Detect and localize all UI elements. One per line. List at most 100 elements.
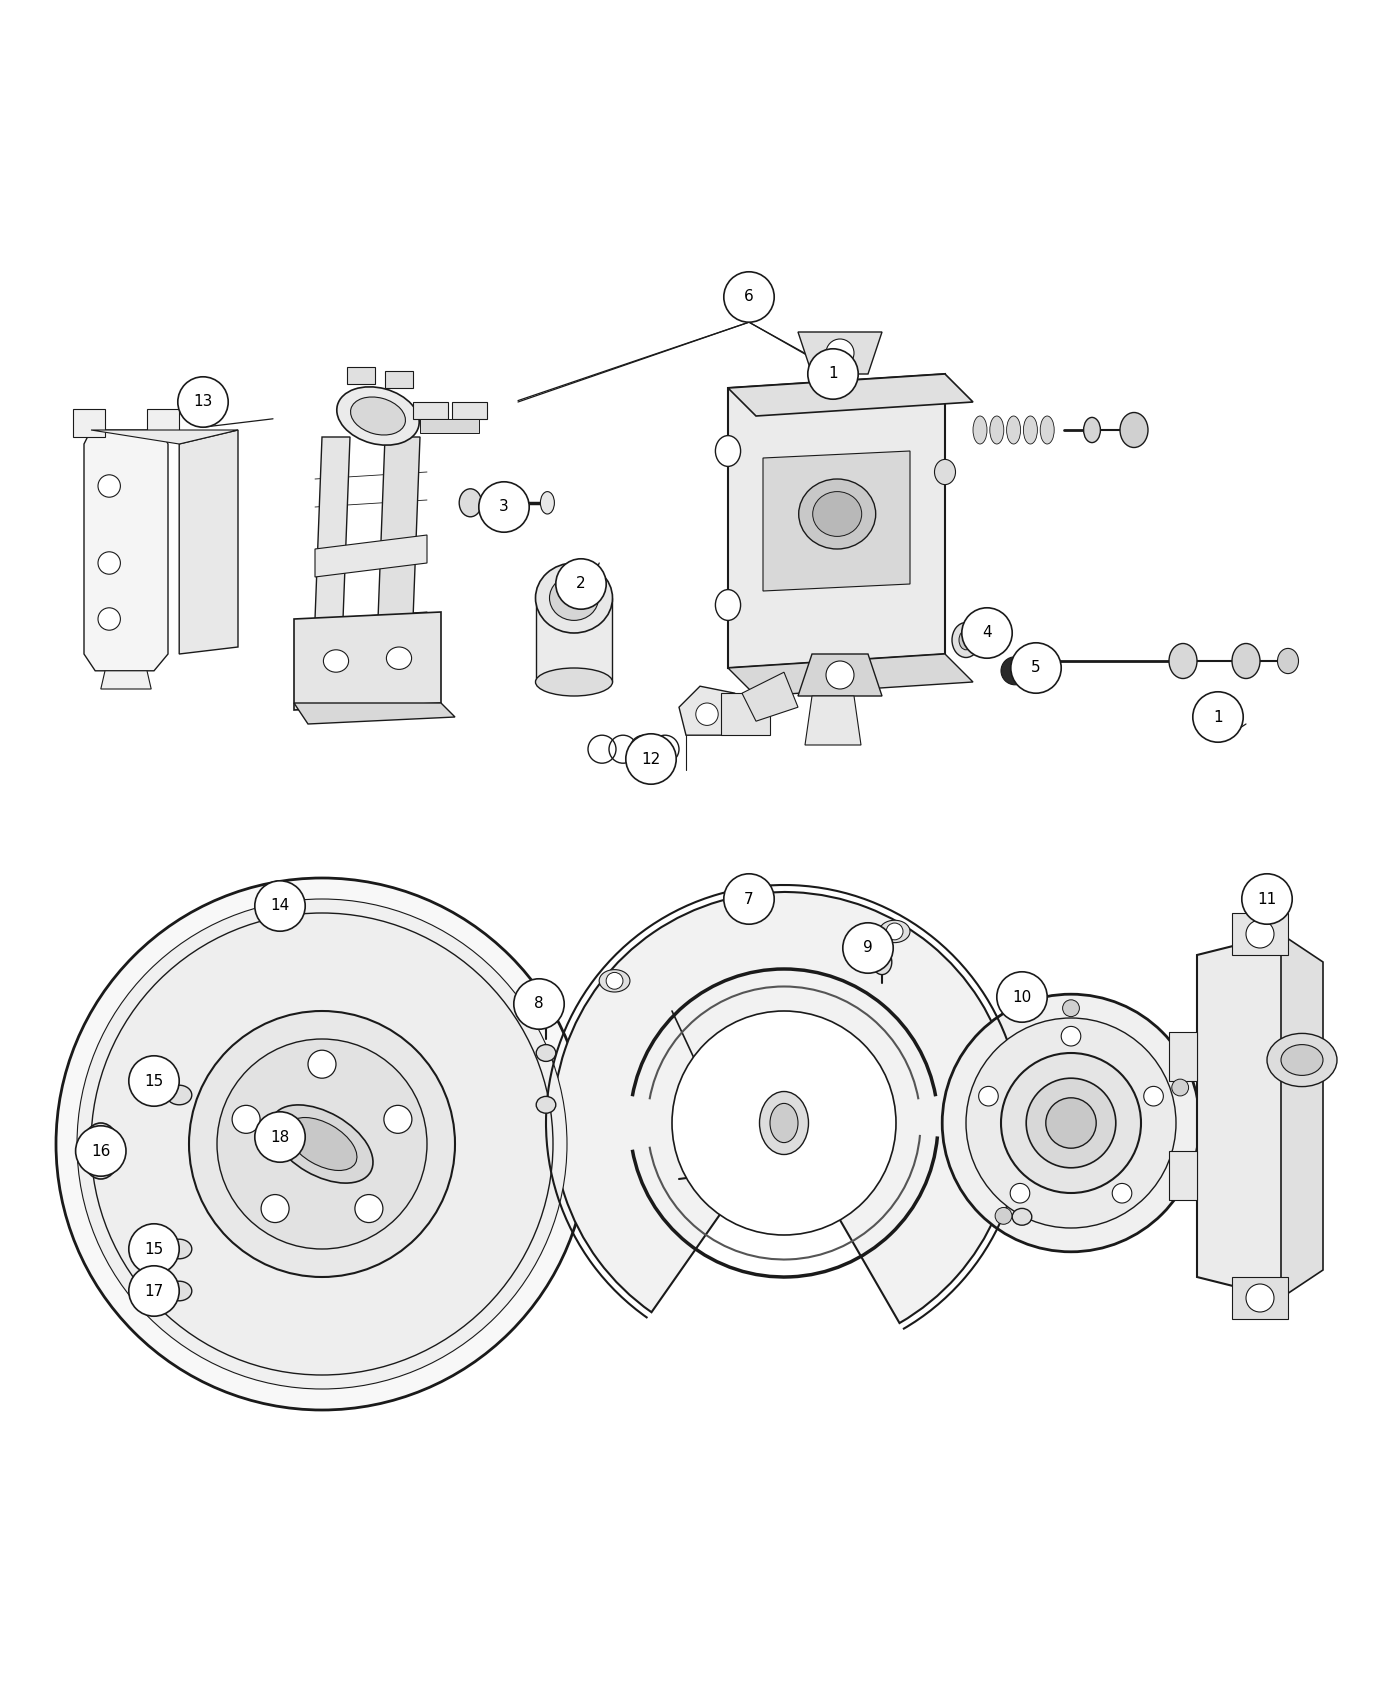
- Ellipse shape: [263, 1202, 286, 1215]
- Ellipse shape: [599, 969, 630, 993]
- Wedge shape: [553, 892, 1015, 1323]
- Polygon shape: [805, 695, 861, 745]
- Circle shape: [129, 1266, 179, 1316]
- Circle shape: [1011, 643, 1061, 694]
- Polygon shape: [91, 430, 238, 444]
- Text: 6: 6: [745, 289, 753, 304]
- Circle shape: [808, 348, 858, 400]
- Text: 18: 18: [270, 1129, 290, 1144]
- Circle shape: [1061, 1027, 1081, 1046]
- Polygon shape: [721, 694, 770, 734]
- Text: 1: 1: [829, 367, 837, 381]
- Text: 10: 10: [1012, 989, 1032, 1005]
- Bar: [413, 401, 448, 418]
- Circle shape: [1011, 1183, 1030, 1204]
- Circle shape: [696, 704, 718, 726]
- Circle shape: [98, 552, 120, 575]
- Text: 15: 15: [144, 1073, 164, 1088]
- Ellipse shape: [1120, 413, 1148, 447]
- Ellipse shape: [505, 490, 519, 517]
- Ellipse shape: [1012, 1209, 1032, 1226]
- Polygon shape: [1232, 913, 1288, 955]
- Circle shape: [995, 1207, 1012, 1224]
- Polygon shape: [73, 410, 105, 437]
- Circle shape: [738, 898, 755, 913]
- Circle shape: [962, 609, 1012, 658]
- Polygon shape: [728, 374, 973, 416]
- Text: 9: 9: [864, 940, 872, 955]
- Circle shape: [255, 1112, 305, 1163]
- Ellipse shape: [540, 491, 554, 513]
- Polygon shape: [728, 374, 945, 668]
- Circle shape: [129, 1224, 179, 1275]
- Circle shape: [77, 899, 567, 1389]
- Circle shape: [91, 913, 553, 1375]
- Polygon shape: [1232, 1277, 1288, 1319]
- Circle shape: [556, 559, 606, 609]
- Circle shape: [356, 1195, 384, 1222]
- Text: 12: 12: [641, 751, 661, 767]
- Bar: [452, 401, 487, 418]
- Circle shape: [1172, 1080, 1189, 1096]
- Ellipse shape: [715, 590, 741, 620]
- Ellipse shape: [1007, 416, 1021, 444]
- Ellipse shape: [812, 491, 861, 537]
- Circle shape: [178, 377, 228, 427]
- Text: 2: 2: [577, 576, 585, 592]
- Text: 3: 3: [500, 500, 508, 515]
- Ellipse shape: [167, 1282, 192, 1300]
- Circle shape: [129, 1056, 179, 1107]
- Polygon shape: [101, 672, 151, 688]
- Ellipse shape: [535, 563, 613, 632]
- Ellipse shape: [1084, 418, 1100, 442]
- Polygon shape: [728, 654, 973, 695]
- Circle shape: [98, 609, 120, 631]
- Circle shape: [479, 481, 529, 532]
- Ellipse shape: [731, 894, 762, 916]
- Polygon shape: [536, 598, 612, 682]
- Text: 5: 5: [1032, 661, 1040, 675]
- Text: 8: 8: [535, 996, 543, 1012]
- Ellipse shape: [235, 1112, 258, 1127]
- Ellipse shape: [323, 649, 349, 672]
- Circle shape: [1046, 1098, 1096, 1148]
- Text: 4: 4: [983, 626, 991, 641]
- Ellipse shape: [311, 1057, 333, 1071]
- Circle shape: [843, 923, 893, 972]
- Ellipse shape: [973, 416, 987, 444]
- Ellipse shape: [350, 398, 406, 435]
- Text: 1: 1: [1214, 709, 1222, 724]
- Ellipse shape: [1267, 1034, 1337, 1086]
- Circle shape: [1246, 920, 1274, 949]
- Ellipse shape: [1040, 416, 1054, 444]
- Circle shape: [724, 874, 774, 925]
- Circle shape: [217, 1039, 427, 1250]
- Circle shape: [886, 923, 903, 940]
- Ellipse shape: [715, 435, 741, 466]
- Circle shape: [384, 1105, 412, 1134]
- Ellipse shape: [935, 459, 956, 484]
- Circle shape: [826, 338, 854, 367]
- Polygon shape: [1281, 933, 1323, 1299]
- Ellipse shape: [990, 416, 1004, 444]
- Ellipse shape: [88, 1132, 113, 1170]
- Polygon shape: [147, 410, 179, 437]
- Circle shape: [1001, 1052, 1141, 1193]
- Circle shape: [626, 734, 676, 784]
- Circle shape: [606, 972, 623, 989]
- Circle shape: [232, 1105, 260, 1134]
- Circle shape: [1193, 692, 1243, 743]
- Circle shape: [1001, 656, 1029, 685]
- Text: 11: 11: [1257, 891, 1277, 906]
- Polygon shape: [84, 430, 168, 672]
- Circle shape: [1026, 1078, 1116, 1168]
- Ellipse shape: [549, 576, 599, 620]
- Circle shape: [98, 474, 120, 496]
- Ellipse shape: [386, 648, 412, 670]
- Ellipse shape: [1023, 416, 1037, 444]
- Ellipse shape: [81, 1124, 120, 1180]
- Text: 15: 15: [144, 1241, 164, 1256]
- Ellipse shape: [535, 668, 613, 695]
- Ellipse shape: [1232, 644, 1260, 678]
- Polygon shape: [1169, 1151, 1197, 1200]
